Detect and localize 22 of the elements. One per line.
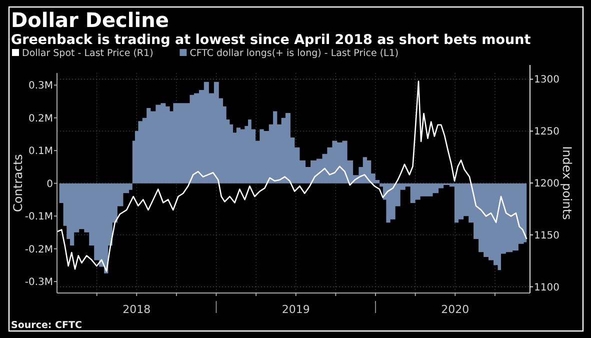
y-tick-label: 0.2M [28,113,53,124]
y-tick-label: 0.3M [28,80,53,92]
y2-tick-label: 1150 [534,230,560,242]
x-tick-label: 2018 [122,303,151,316]
y2-tick-label: 1250 [534,126,560,138]
y2-axis-title: Index points [560,146,574,220]
legend-label: CFTC dollar longs(+ is long) - Last Price (L1) [190,48,399,59]
x-tick-label: 2020 [441,303,470,316]
y-tick-label: 0.1M [28,146,53,158]
y2-tick-label: 1100 [534,282,560,294]
y-tick-label: -0.1M [24,212,53,223]
chart-subtitle: Greenback is trading at lowest since April 2018 as short bets mount [11,32,532,48]
x-tick-label: 2019 [282,303,310,316]
y2-tick-label: 1200 [534,178,560,190]
y-tick-label: -0.2M [24,244,53,256]
y-tick-label: -0.3M [24,277,53,288]
y-tick-label: 0 [46,178,53,190]
source-note: Source: CFTC [11,320,82,331]
y-axis-title: Contracts [11,154,25,212]
legend-label: Dollar Spot - Last Price (R1) [22,48,154,59]
y2-tick-label: 1300 [534,74,560,86]
chart-title: Dollar Decline [11,8,169,32]
